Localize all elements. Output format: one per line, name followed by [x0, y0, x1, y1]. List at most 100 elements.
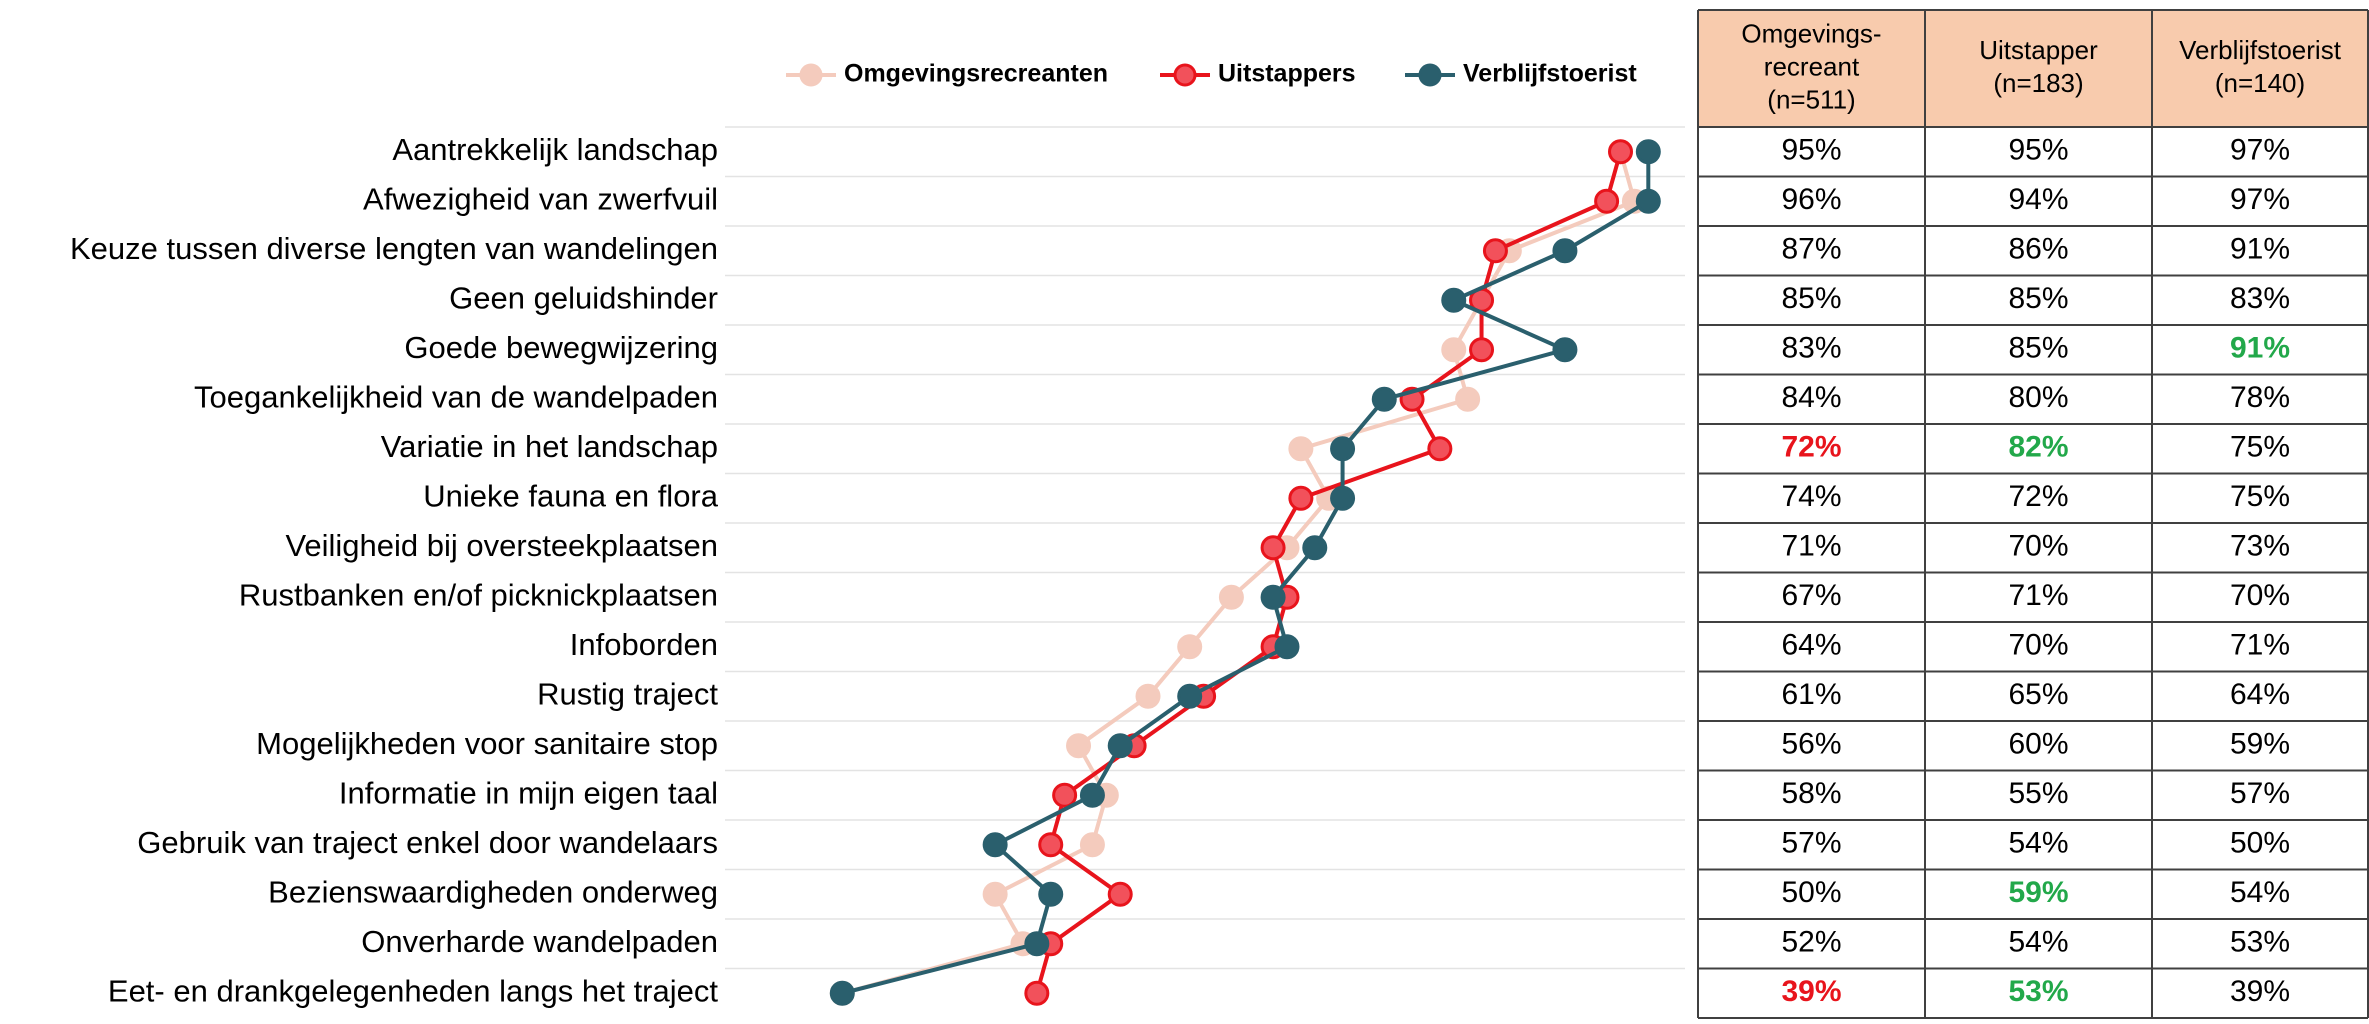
table-cell: 53%	[2008, 975, 2068, 1008]
point	[1482, 238, 1508, 264]
point	[1107, 881, 1133, 907]
table-cell: 55%	[2008, 777, 2068, 810]
table-cell: 97%	[2230, 134, 2290, 167]
point	[1552, 238, 1578, 264]
table-cell: 61%	[1781, 678, 1841, 711]
table-cell: 39%	[1781, 975, 1841, 1008]
table-cell: 75%	[2230, 480, 2290, 513]
table-cell: 39%	[2230, 975, 2290, 1008]
point	[829, 980, 855, 1006]
category-label: Veiligheid bij oversteekplaatsen	[285, 528, 718, 563]
point	[1608, 139, 1634, 165]
point	[1427, 436, 1453, 462]
point	[1107, 733, 1133, 759]
table-cell: 52%	[1781, 926, 1841, 959]
category-label: Aantrekkelijk landschap	[392, 132, 718, 167]
legend-marker	[1418, 63, 1442, 87]
point	[1371, 386, 1397, 412]
table-cell: 71%	[2008, 579, 2068, 612]
category-label: Keuze tussen diverse lengten van wandeli…	[70, 231, 718, 266]
table-cell: 74%	[1781, 480, 1841, 513]
point	[1441, 337, 1467, 363]
category-label: Goede bewegwijzering	[404, 330, 718, 365]
table-cell: 64%	[1781, 629, 1841, 662]
legend-label: Uitstappers	[1218, 60, 1356, 88]
table-cell: 64%	[2230, 678, 2290, 711]
category-label: Variatie in het landschap	[381, 429, 718, 464]
point	[1079, 832, 1105, 858]
legend-label: Verblijfstoerist	[1463, 60, 1637, 88]
point	[1260, 535, 1286, 561]
point	[1274, 634, 1300, 660]
table-cell: 54%	[2008, 926, 2068, 959]
point	[1024, 931, 1050, 957]
table-cell: 70%	[2008, 530, 2068, 563]
category-label: Mogelijkheden voor sanitaire stop	[256, 726, 718, 761]
table-cell: 95%	[2008, 134, 2068, 167]
legend-marker	[1173, 63, 1197, 87]
table-cell: 78%	[2230, 381, 2290, 414]
table-header: recreant	[1764, 51, 1860, 81]
table-cell: 72%	[2008, 480, 2068, 513]
table-cell: 72%	[1781, 431, 1841, 464]
category-label: Afwezigheid van zwerfvuil	[363, 181, 718, 216]
point	[1330, 485, 1356, 511]
table-cell: 73%	[2230, 530, 2290, 563]
point	[1635, 139, 1661, 165]
table-cell: 83%	[1781, 332, 1841, 365]
point	[1288, 436, 1314, 462]
table-cell: 87%	[1781, 233, 1841, 266]
category-label: Onverharde wandelpaden	[361, 924, 718, 959]
table-cell: 59%	[2230, 728, 2290, 761]
point	[1038, 832, 1064, 858]
point	[1635, 188, 1661, 214]
point	[1441, 287, 1467, 313]
table-cell: 70%	[2230, 579, 2290, 612]
table-cell: 75%	[2230, 431, 2290, 464]
point	[1135, 683, 1161, 709]
point	[1024, 980, 1050, 1006]
table-header: (n=511)	[1767, 84, 1855, 114]
category-label: Rustig traject	[537, 676, 718, 711]
table-header: Omgevings-	[1741, 18, 1881, 48]
category-label: Unieke fauna en flora	[423, 478, 718, 513]
table-header: (n=140)	[2215, 68, 2305, 98]
table-cell: 53%	[2230, 926, 2290, 959]
point	[1177, 634, 1203, 660]
point	[1079, 782, 1105, 808]
category-label: Toegankelijkheid van de wandelpaden	[194, 379, 718, 414]
category-label: Rustbanken en/of picknickplaatsen	[239, 577, 718, 612]
point	[982, 832, 1008, 858]
point	[1052, 782, 1078, 808]
table-cell: 85%	[2008, 282, 2068, 315]
point	[982, 881, 1008, 907]
point	[1177, 683, 1203, 709]
table-cell: 57%	[2230, 777, 2290, 810]
table-cell: 96%	[1781, 183, 1841, 216]
table-cell: 84%	[1781, 381, 1841, 414]
table-cell: 80%	[2008, 381, 2068, 414]
table-cell: 91%	[2230, 332, 2290, 365]
point	[1066, 733, 1092, 759]
table-cell: 83%	[2230, 282, 2290, 315]
legend-marker	[799, 63, 823, 87]
category-label: Gebruik van traject enkel door wandelaar…	[137, 825, 718, 860]
table-header-bg	[1698, 10, 2368, 127]
table-cell: 54%	[2008, 827, 2068, 860]
table-cell: 97%	[2230, 183, 2290, 216]
table-cell: 59%	[2008, 876, 2068, 909]
table-cell: 86%	[2008, 233, 2068, 266]
table-cell: 85%	[1781, 282, 1841, 315]
table-cell: 91%	[2230, 233, 2290, 266]
legend-label: Omgevingsrecreanten	[844, 60, 1108, 88]
point	[1038, 881, 1064, 907]
table-cell: 65%	[2008, 678, 2068, 711]
table-header: Verblijfstoerist	[2179, 35, 2342, 65]
table-cell: 57%	[1781, 827, 1841, 860]
table-cell: 71%	[2230, 629, 2290, 662]
table-cell: 94%	[2008, 183, 2068, 216]
point	[1260, 584, 1286, 610]
point	[1594, 188, 1620, 214]
table-cell: 50%	[2230, 827, 2290, 860]
